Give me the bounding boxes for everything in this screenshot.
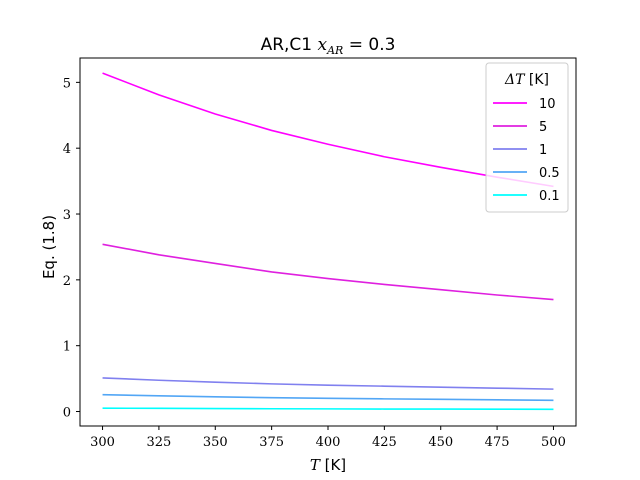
- x-axis-label: T [K]: [310, 456, 346, 474]
- legend-label: 10: [539, 97, 556, 112]
- title-math-sub: AR: [326, 44, 343, 57]
- y-tick-label: 4: [63, 142, 71, 157]
- x-tick-label: 300: [90, 435, 115, 450]
- y-axis: 0 1 2 3 4 5: [63, 76, 80, 421]
- x-axis-label-text: [K]: [320, 456, 346, 474]
- x-tick-label: 375: [259, 435, 284, 450]
- legend-title-math: ΔT: [504, 72, 526, 88]
- legend-title: ΔT [K]: [504, 72, 549, 88]
- x-tick-label: 500: [541, 435, 566, 450]
- legend-label: 1: [539, 143, 547, 158]
- y-tick-label: 0: [63, 406, 71, 421]
- legend-label: 5: [539, 120, 547, 135]
- x-axis: 300 325 350 375 400 425 450 475 500: [90, 426, 566, 450]
- y-tick-label: 3: [63, 208, 71, 223]
- x-tick-label: 425: [372, 435, 397, 450]
- y-axis-label: Eq. (1.8): [40, 215, 58, 279]
- y-tick-label: 2: [63, 274, 71, 289]
- title-prefix: AR,C1: [261, 35, 318, 55]
- legend-entries: 10 5 1 0.5 0.1: [493, 97, 560, 204]
- legend-label: 0.5: [539, 166, 560, 181]
- y-tick-label: 1: [63, 340, 71, 355]
- legend-box: [485, 62, 569, 213]
- series-line-1: [102, 377, 554, 390]
- title-suffix: = 0.3: [343, 35, 395, 55]
- x-tick-label: 325: [146, 435, 171, 450]
- y-tick-label: 5: [63, 76, 71, 91]
- legend-title-text: [K]: [524, 72, 549, 88]
- x-tick-label: 450: [428, 435, 453, 450]
- x-tick-label: 400: [316, 435, 341, 450]
- chart-title: AR,C1 xAR = 0.3: [261, 35, 396, 57]
- series-line-10: [102, 72, 554, 188]
- series-line-5: [102, 243, 554, 301]
- x-axis-label-math: T: [310, 456, 321, 474]
- x-tick-label: 350: [203, 435, 228, 450]
- series-line-0_1: [102, 407, 554, 411]
- series-layer: [102, 72, 554, 411]
- legend: ΔT [K] 10 5 1 0.5 0.1: [485, 62, 569, 213]
- title-math-base: x: [318, 35, 328, 55]
- series-line-0_5: [102, 393, 554, 402]
- legend-label: 0.1: [539, 189, 560, 204]
- x-tick-label: 475: [485, 435, 510, 450]
